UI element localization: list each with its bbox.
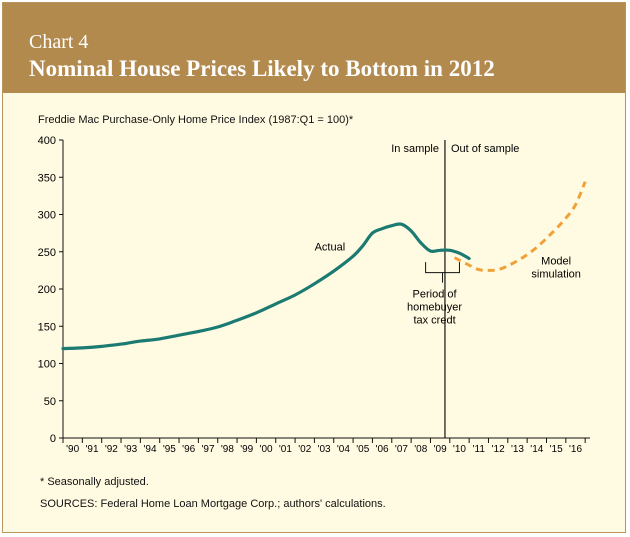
x-tick-label: '12 [492, 444, 505, 455]
x-tick-label: '95 [163, 444, 176, 455]
y-tick-label: 400 [38, 135, 56, 147]
x-tick-label: '06 [376, 444, 389, 455]
y-tick-label: 200 [38, 284, 56, 296]
x-ticks: '90 '91 '92 '93 '94 '95 '96 '97 '98 '99 '00 '01 '02 '… [62, 438, 586, 455]
x-tick-label: '93 [124, 444, 137, 455]
x-tick-label: '92 [105, 444, 118, 455]
series-model-simulation-line [453, 181, 587, 272]
x-tick-label: '97 [202, 444, 215, 455]
sources-note: SOURCES: Federal Home Loan Mortgage Corp… [40, 498, 386, 510]
y-tick-label: 350 [38, 172, 56, 184]
chart-frame: Chart 4 Nominal House Prices Likely to B… [2, 2, 626, 533]
chart-number: Chart 4 [29, 31, 89, 53]
series-actual-line [61, 222, 471, 351]
x-tick-label: '13 [511, 444, 524, 455]
x-tick-label: '01 [279, 444, 292, 455]
y-tick-label: 0 [50, 433, 56, 445]
x-tick-label: '15 [550, 444, 563, 455]
x-tick-label: '07 [395, 444, 408, 455]
chart-title: Nominal House Prices Likely to Bottom in… [29, 56, 495, 81]
actual-series-label: Actual [315, 241, 346, 253]
tax-credit-label-line2: homebuyer [407, 302, 462, 314]
x-tick-label: '98 [221, 444, 234, 455]
y-tick-label: 300 [38, 210, 56, 222]
x-tick-label: '90 [66, 444, 79, 455]
x-tick-label: '09 [434, 444, 447, 455]
x-tick-label: '94 [144, 444, 157, 455]
model-simulation-label-line2: simulation [531, 268, 581, 280]
x-tick-label: '10 [453, 444, 466, 455]
x-tick-label: '00 [260, 444, 273, 455]
in-sample-label: In sample [391, 143, 439, 155]
y-tick-label: 50 [44, 396, 56, 408]
x-tick-label: '11 [473, 444, 486, 455]
x-tick-label: '96 [182, 444, 195, 455]
y-tick-label: 100 [38, 359, 56, 371]
x-tick-label: '02 [298, 444, 311, 455]
y-tick-label: 150 [38, 321, 56, 333]
x-tick-label: '08 [414, 444, 427, 455]
x-tick-label: '99 [240, 444, 253, 455]
model-simulation-label-line1: Model [541, 255, 571, 267]
tax-credit-label-line1: Period of [413, 289, 458, 301]
chart-header: Chart 4 Nominal House Prices Likely to B… [3, 3, 625, 93]
tax-credit-label-line3: tax credt [413, 315, 455, 327]
y-axis-label: Freddie Mac Purchase-Only Home Price Ind… [38, 114, 354, 126]
x-tick-label: '04 [337, 444, 350, 455]
x-tick-label: '05 [356, 444, 369, 455]
x-tick-label: '16 [569, 444, 582, 455]
tax-credit-bracket [425, 262, 460, 283]
y-ticks: 0 50 100 150 200 250 300 350 400 [38, 135, 63, 445]
x-tick-label: '03 [318, 444, 331, 455]
y-tick-label: 250 [38, 247, 56, 259]
footnote: * Seasonally adjusted. [40, 476, 149, 488]
out-of-sample-label: Out of sample [451, 143, 519, 155]
x-tick-label: '14 [530, 444, 543, 455]
x-tick-label: '91 [85, 444, 98, 455]
